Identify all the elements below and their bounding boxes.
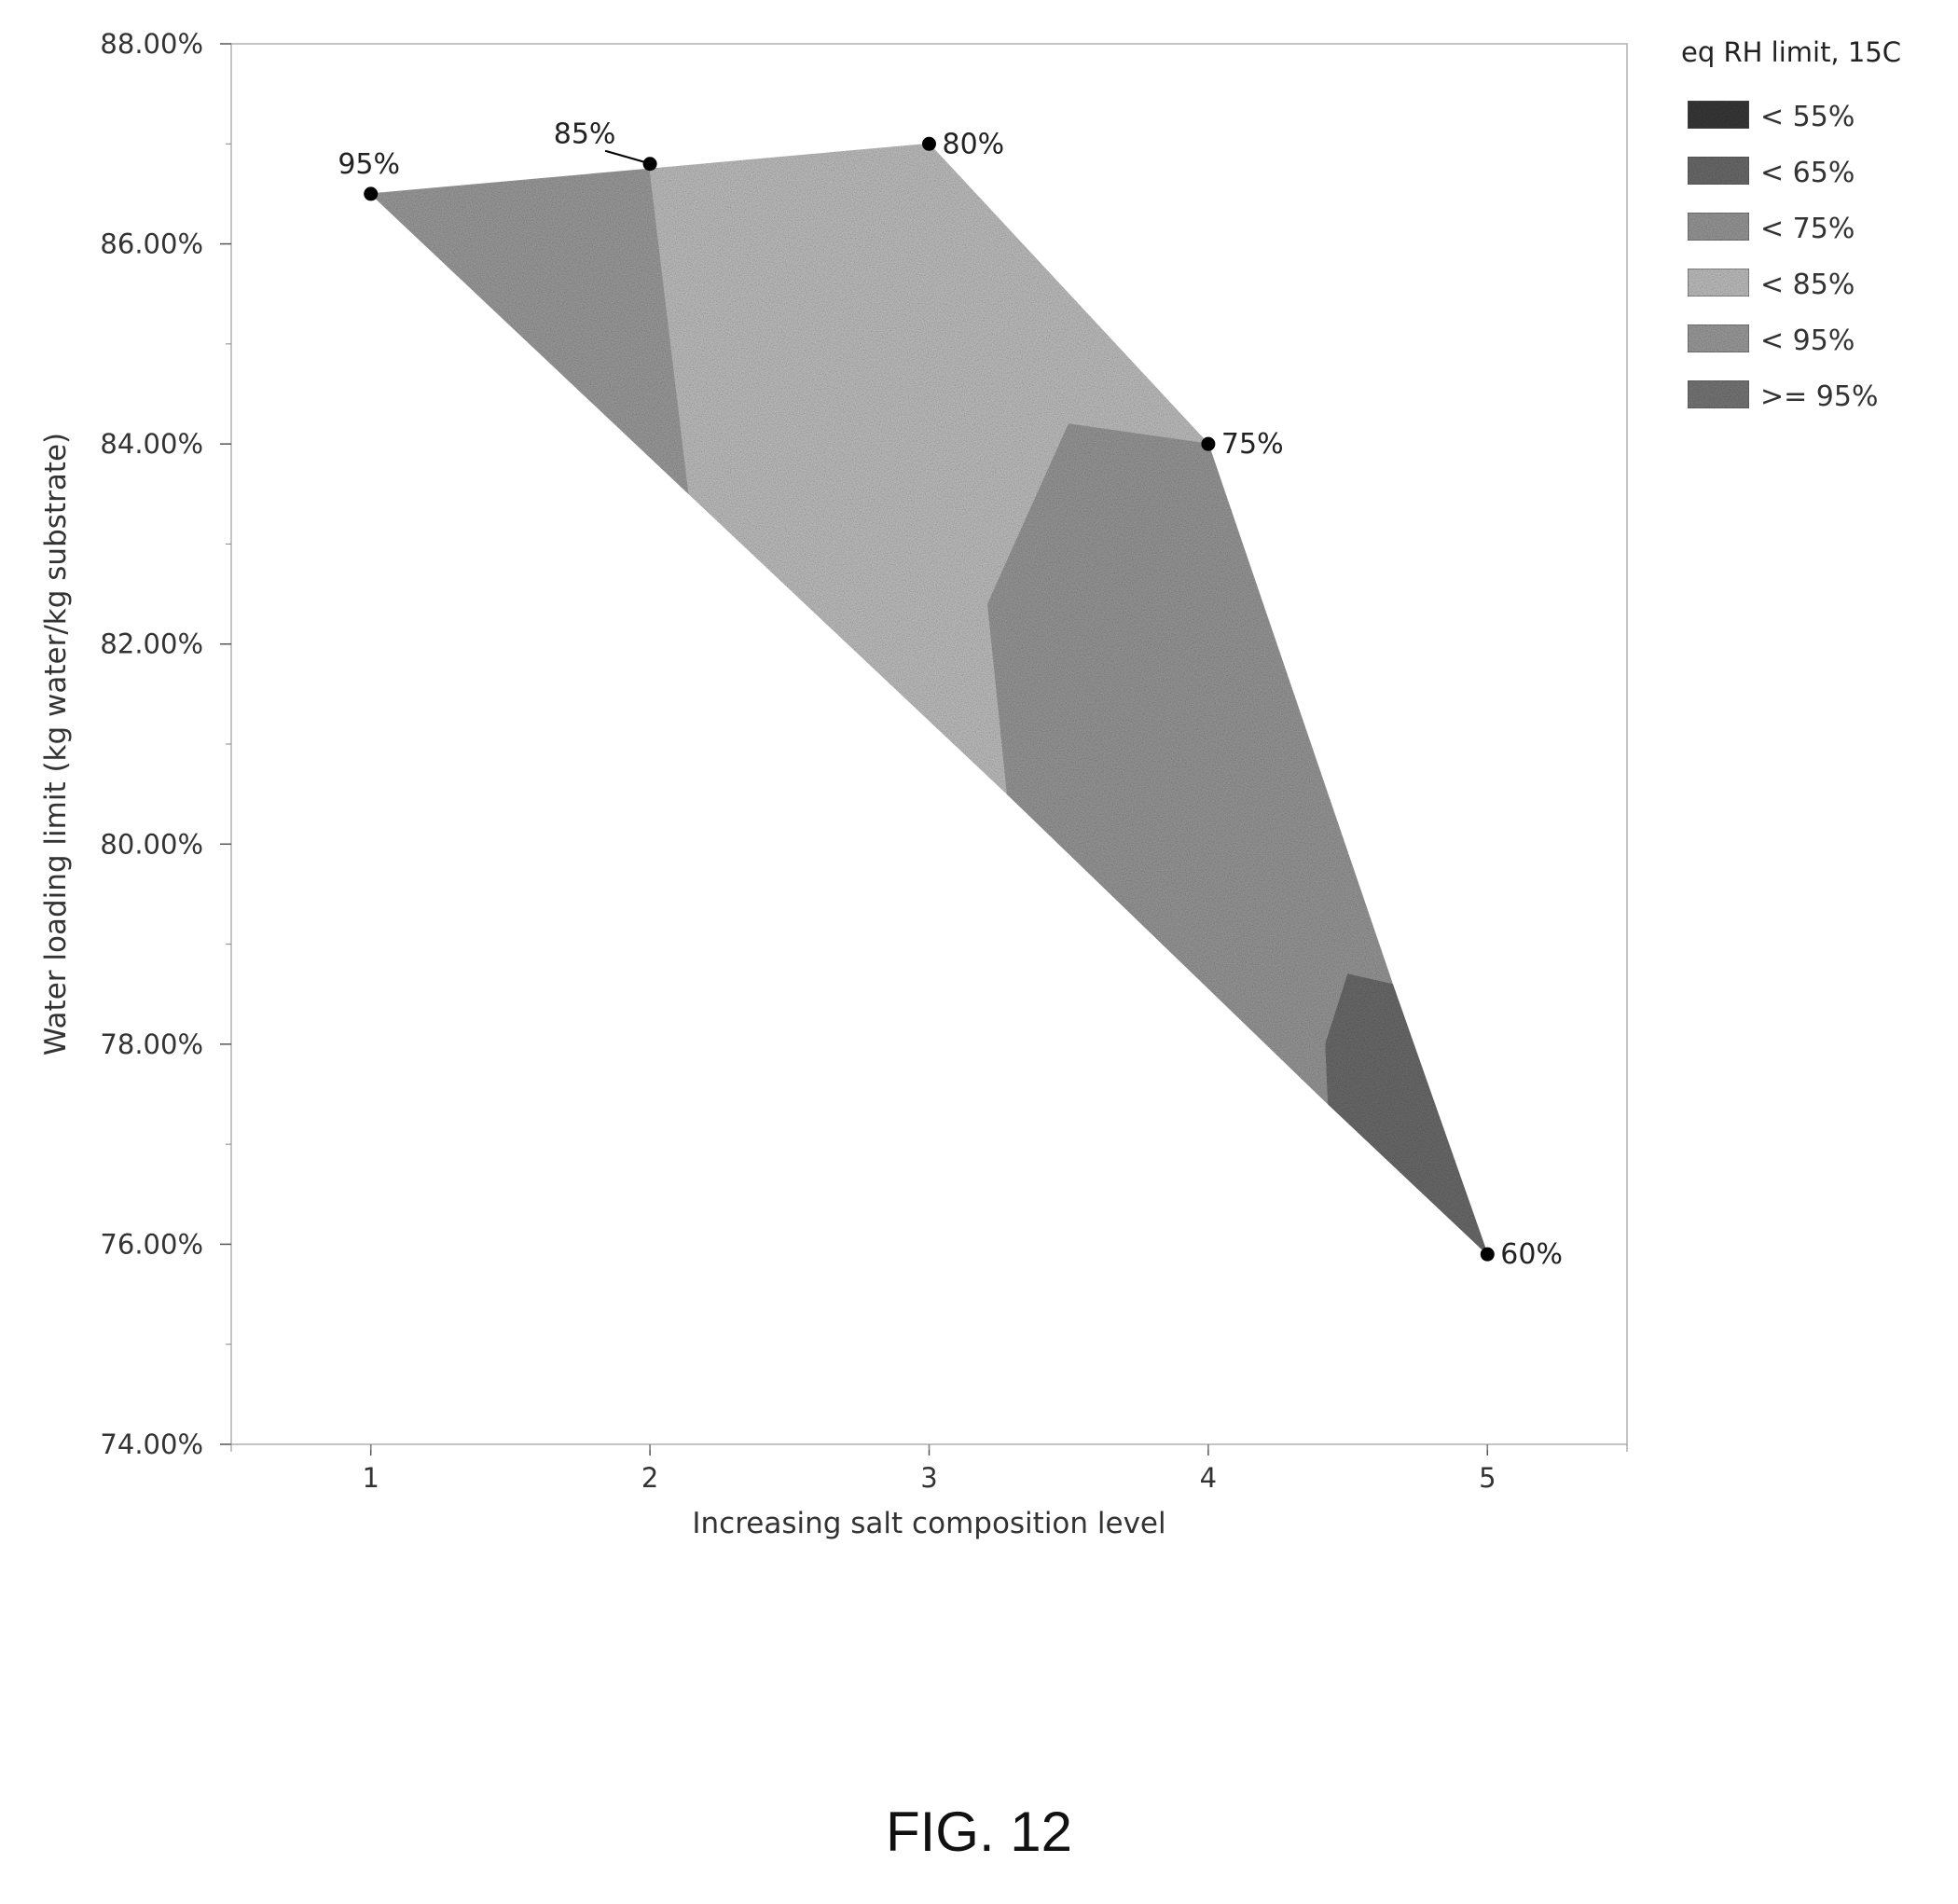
y-tick-label: 80.00%: [100, 828, 203, 860]
legend: eq RH limit, 15C < 55% < 65% < 75% < 85% < 95…: [1681, 36, 1901, 413]
data-point: [1480, 1247, 1495, 1262]
y-tick-label: 88.00%: [100, 28, 203, 60]
data-point: [364, 186, 379, 201]
x-axis-title: Increasing salt composition level: [692, 1507, 1165, 1540]
contour-region-4: [1325, 973, 1488, 1255]
legend-label: >= 95%: [1760, 380, 1879, 413]
label-leader-line: [604, 149, 645, 163]
point-label: 95%: [338, 148, 400, 181]
y-tick-label: 76.00%: [100, 1228, 203, 1260]
legend-swatch: [1687, 156, 1750, 186]
data-point: [922, 136, 936, 151]
x-tick-label: 5: [1479, 1462, 1496, 1494]
point-label: 80%: [943, 128, 1005, 160]
legend-label: < 55%: [1760, 101, 1855, 133]
y-tick-label: 82.00%: [100, 628, 203, 660]
legend-swatch: [1687, 212, 1750, 241]
legend-swatch: [1687, 100, 1750, 130]
data-point: [1201, 436, 1216, 451]
legend-label: < 85%: [1760, 269, 1855, 301]
y-tick-label: 86.00%: [100, 228, 203, 260]
legend-swatch: [1687, 268, 1750, 297]
contour-region-1: [369, 168, 690, 496]
y-axis-title: Water loading limit (kg water/kg substra…: [39, 433, 73, 1055]
data-point: [642, 157, 657, 172]
x-tick-label: 4: [1200, 1462, 1217, 1494]
y-tick-label: 74.00%: [100, 1428, 203, 1460]
x-axis: 1 2 3 4 5: [230, 1444, 1628, 1494]
point-label: 60%: [1500, 1238, 1563, 1271]
y-axis: 74.00% 76.00% 78.00% 80.00% 82.00% 84.00% 86.0…: [100, 28, 231, 1460]
x-tick-label: 1: [362, 1462, 379, 1494]
legend-swatch: [1687, 324, 1750, 353]
point-label: 75%: [1221, 428, 1284, 461]
x-tick-label: 3: [920, 1462, 937, 1494]
contour-regions: [369, 143, 1488, 1255]
legend-label: < 75%: [1760, 213, 1855, 245]
legend-swatch: [1687, 379, 1750, 409]
x-tick-label: 2: [641, 1462, 658, 1494]
figure-caption: FIG. 12: [885, 1801, 1073, 1863]
legend-label: < 65%: [1760, 157, 1855, 189]
legend-label: < 95%: [1760, 324, 1855, 357]
y-tick-label: 78.00%: [100, 1028, 203, 1060]
y-tick-label: 84.00%: [100, 428, 203, 460]
contour-region-3: [986, 423, 1394, 1106]
legend-title: eq RH limit, 15C: [1681, 36, 1901, 68]
point-label: 85%: [554, 118, 616, 151]
data-points: 95% 85% 80% 75% 60%: [338, 118, 1563, 1271]
